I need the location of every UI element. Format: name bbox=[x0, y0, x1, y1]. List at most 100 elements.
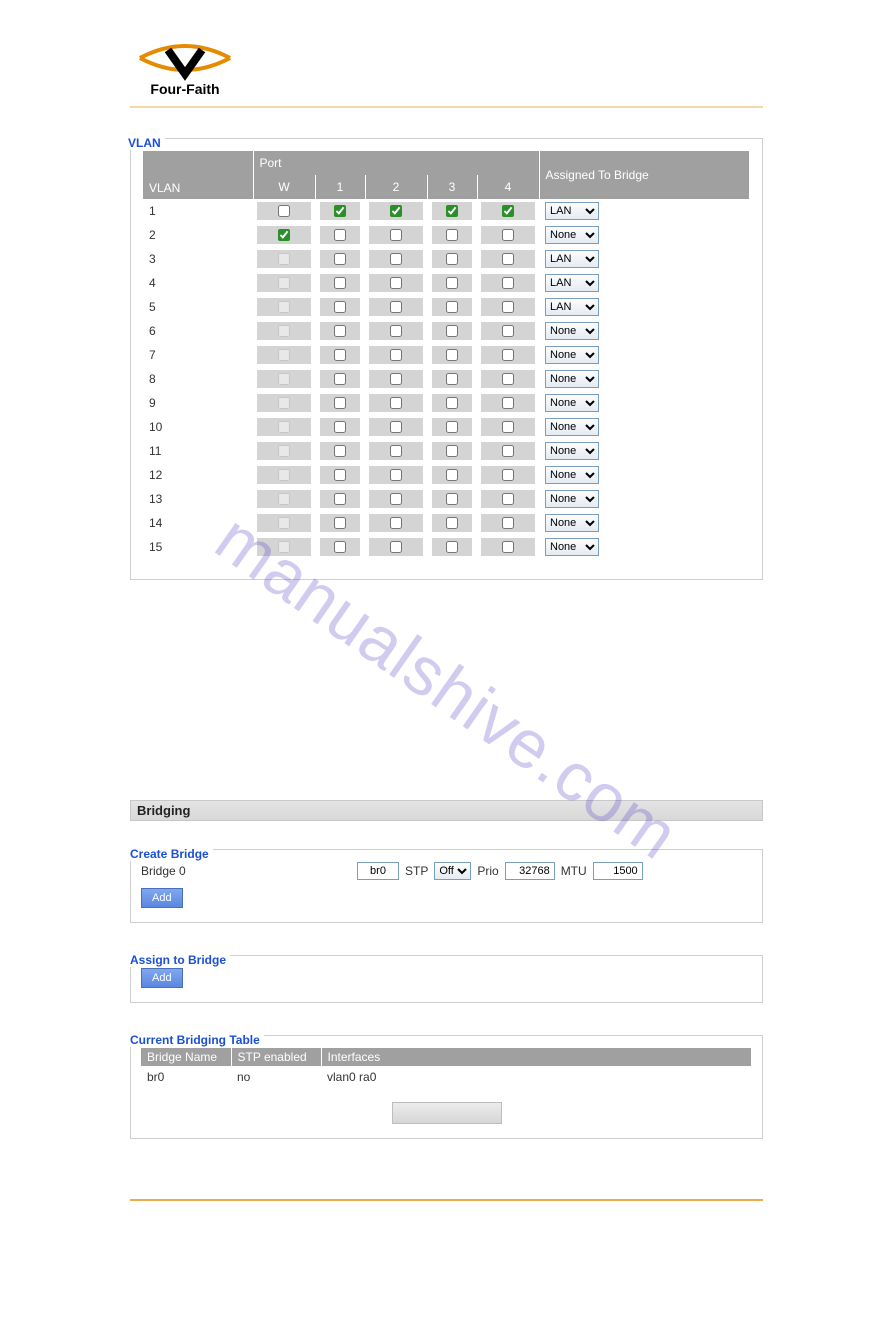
vlan-bridge-select[interactable]: NoneLAN bbox=[545, 322, 599, 340]
vlan-bridge-select[interactable]: NoneLAN bbox=[545, 346, 599, 364]
vlan-port-checkbox[interactable] bbox=[390, 301, 402, 313]
vlan-port-checkbox[interactable] bbox=[502, 325, 514, 337]
vlan-port-checkbox[interactable] bbox=[446, 397, 458, 409]
vlan-port-checkbox[interactable] bbox=[502, 397, 514, 409]
vlan-port-checkbox[interactable] bbox=[390, 541, 402, 553]
vlan-port-checkbox[interactable] bbox=[390, 373, 402, 385]
vlan-port-checkbox[interactable] bbox=[502, 205, 514, 217]
vlan-port-checkbox[interactable] bbox=[278, 205, 290, 217]
vlan-port-checkbox[interactable] bbox=[446, 445, 458, 457]
vlan-port-checkbox[interactable] bbox=[446, 277, 458, 289]
vlan-bridge-select[interactable]: NoneLAN bbox=[545, 418, 599, 436]
vlan-port-checkbox[interactable] bbox=[446, 205, 458, 217]
bridging-table-cell: br0 bbox=[141, 1066, 231, 1088]
vlan-port-checkbox[interactable] bbox=[446, 421, 458, 433]
vlan-port-checkbox[interactable] bbox=[502, 421, 514, 433]
vlan-bridge-select[interactable]: NoneLAN bbox=[545, 394, 599, 412]
vlan-port-checkbox[interactable] bbox=[334, 493, 346, 505]
vlan-port-checkbox[interactable] bbox=[390, 445, 402, 457]
vlan-legend: VLAN bbox=[128, 136, 165, 150]
vlan-port-checkbox[interactable] bbox=[390, 421, 402, 433]
vlan-port-checkbox[interactable] bbox=[390, 325, 402, 337]
vlan-port-checkbox[interactable] bbox=[278, 229, 290, 241]
vlan-port-checkbox[interactable] bbox=[446, 517, 458, 529]
vlan-port-checkbox[interactable] bbox=[446, 301, 458, 313]
vlan-port-checkbox bbox=[278, 469, 290, 481]
vlan-port-checkbox[interactable] bbox=[334, 445, 346, 457]
vlan-bridge-select[interactable]: NoneLAN bbox=[545, 538, 599, 556]
vlan-bridge-select[interactable]: NoneLAN bbox=[545, 250, 599, 268]
vlan-port-checkbox[interactable] bbox=[502, 301, 514, 313]
stp-select[interactable]: OffOn bbox=[434, 862, 471, 880]
vlan-port-checkbox[interactable] bbox=[334, 325, 346, 337]
vlan-port-checkbox[interactable] bbox=[446, 541, 458, 553]
prio-input[interactable] bbox=[505, 862, 555, 880]
vlan-port-checkbox[interactable] bbox=[446, 229, 458, 241]
vlan-port-checkbox[interactable] bbox=[334, 301, 346, 313]
bridge-name-input[interactable] bbox=[357, 862, 399, 880]
vlan-port-checkbox[interactable] bbox=[446, 373, 458, 385]
vlan-port-checkbox[interactable] bbox=[502, 229, 514, 241]
vlan-port-label: 2 bbox=[365, 175, 427, 199]
vlan-port-checkbox[interactable] bbox=[502, 349, 514, 361]
vlan-port-checkbox[interactable] bbox=[390, 229, 402, 241]
vlan-port-checkbox[interactable] bbox=[390, 397, 402, 409]
vlan-port-checkbox[interactable] bbox=[502, 493, 514, 505]
vlan-port-checkbox bbox=[278, 517, 290, 529]
vlan-port-checkbox[interactable] bbox=[334, 421, 346, 433]
vlan-port-checkbox[interactable] bbox=[334, 277, 346, 289]
vlan-port-checkbox[interactable] bbox=[390, 493, 402, 505]
vlan-port-checkbox[interactable] bbox=[502, 517, 514, 529]
vlan-port-checkbox[interactable] bbox=[334, 349, 346, 361]
vlan-port-checkbox[interactable] bbox=[502, 253, 514, 265]
vlan-port-checkbox[interactable] bbox=[390, 205, 402, 217]
vlan-port-checkbox[interactable] bbox=[502, 277, 514, 289]
vlan-bridge-select[interactable]: NoneLAN bbox=[545, 274, 599, 292]
vlan-row: 1NoneLAN bbox=[143, 199, 750, 223]
vlan-port-checkbox[interactable] bbox=[390, 469, 402, 481]
vlan-port-checkbox[interactable] bbox=[446, 469, 458, 481]
vlan-port-checkbox[interactable] bbox=[334, 373, 346, 385]
vlan-port-checkbox[interactable] bbox=[390, 517, 402, 529]
vlan-bridge-select[interactable]: NoneLAN bbox=[545, 466, 599, 484]
vlan-port-checkbox[interactable] bbox=[446, 325, 458, 337]
vlan-port-checkbox bbox=[278, 253, 290, 265]
vlan-bridge-select[interactable]: NoneLAN bbox=[545, 226, 599, 244]
vlan-port-checkbox[interactable] bbox=[502, 445, 514, 457]
vlan-port-checkbox[interactable] bbox=[334, 229, 346, 241]
vlan-port-checkbox[interactable] bbox=[334, 397, 346, 409]
vlan-port-checkbox[interactable] bbox=[334, 205, 346, 217]
vlan-row-id: 12 bbox=[143, 463, 253, 487]
vlan-port-checkbox[interactable] bbox=[446, 253, 458, 265]
create-bridge-add-button[interactable]: Add bbox=[141, 888, 183, 908]
vlan-bridge-select[interactable]: NoneLAN bbox=[545, 514, 599, 532]
vlan-port-checkbox[interactable] bbox=[334, 541, 346, 553]
vlan-port-checkbox[interactable] bbox=[446, 349, 458, 361]
vlan-port-checkbox bbox=[278, 349, 290, 361]
vlan-port-checkbox[interactable] bbox=[390, 253, 402, 265]
btable-header: Interfaces bbox=[321, 1048, 752, 1066]
vlan-bridge-select[interactable]: NoneLAN bbox=[545, 490, 599, 508]
vlan-port-checkbox[interactable] bbox=[390, 349, 402, 361]
vlan-bridge-select[interactable]: NoneLAN bbox=[545, 370, 599, 388]
vlan-bridge-select[interactable]: NoneLAN bbox=[545, 298, 599, 316]
vlan-row-id: 14 bbox=[143, 511, 253, 535]
vlan-bridge-select[interactable]: NoneLAN bbox=[545, 442, 599, 460]
vlan-port-checkbox[interactable] bbox=[502, 373, 514, 385]
assign-bridge-add-button[interactable]: Add bbox=[141, 968, 183, 988]
vlan-port-checkbox[interactable] bbox=[446, 493, 458, 505]
create-bridge-legend: Create Bridge bbox=[130, 847, 213, 861]
brand-logo: Four-Faith bbox=[130, 40, 763, 100]
bridging-table-button[interactable] bbox=[392, 1102, 502, 1124]
bridging-section-title: Bridging bbox=[130, 800, 763, 821]
mtu-input[interactable] bbox=[593, 862, 643, 880]
vlan-port-checkbox bbox=[278, 541, 290, 553]
vlan-port-checkbox[interactable] bbox=[334, 253, 346, 265]
vlan-row: 4NoneLAN bbox=[143, 271, 750, 295]
vlan-port-checkbox[interactable] bbox=[334, 517, 346, 529]
vlan-port-checkbox[interactable] bbox=[502, 541, 514, 553]
vlan-port-checkbox[interactable] bbox=[502, 469, 514, 481]
vlan-bridge-select[interactable]: NoneLAN bbox=[545, 202, 599, 220]
vlan-port-checkbox[interactable] bbox=[390, 277, 402, 289]
vlan-port-checkbox[interactable] bbox=[334, 469, 346, 481]
